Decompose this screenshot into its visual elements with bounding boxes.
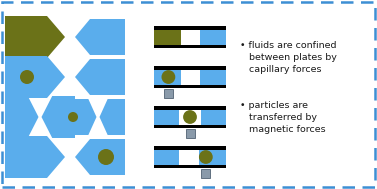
Polygon shape: [75, 59, 125, 95]
Bar: [154, 26, 226, 29]
FancyBboxPatch shape: [2, 2, 375, 187]
Polygon shape: [5, 96, 38, 138]
Text: • particles are
   transferred by
   magnetic forces: • particles are transferred by magnetic …: [240, 101, 326, 134]
Polygon shape: [41, 96, 75, 138]
Circle shape: [183, 110, 197, 124]
Circle shape: [20, 70, 34, 84]
Bar: [154, 109, 179, 125]
Bar: [201, 169, 210, 178]
Bar: [181, 70, 200, 84]
Circle shape: [161, 70, 175, 84]
Text: • fluids are confined
   between plates by
   capillary forces: • fluids are confined between plates by …: [240, 41, 337, 74]
Bar: [154, 44, 226, 48]
Bar: [154, 70, 181, 84]
Bar: [199, 149, 226, 164]
Bar: [154, 29, 181, 44]
Bar: [200, 29, 226, 44]
Circle shape: [199, 150, 213, 164]
Bar: [200, 70, 226, 84]
Bar: [154, 146, 226, 149]
Polygon shape: [5, 16, 65, 58]
Bar: [181, 29, 200, 44]
Bar: [179, 149, 199, 164]
Bar: [201, 109, 226, 125]
Bar: [179, 109, 201, 125]
Circle shape: [68, 112, 78, 122]
Bar: [154, 106, 226, 109]
Polygon shape: [5, 56, 65, 98]
Bar: [154, 149, 179, 164]
Circle shape: [98, 149, 114, 165]
Bar: [164, 89, 173, 98]
Polygon shape: [71, 99, 97, 135]
Bar: [154, 84, 226, 88]
Polygon shape: [5, 136, 65, 178]
Bar: [185, 129, 195, 138]
Polygon shape: [75, 19, 125, 55]
Bar: [154, 66, 226, 70]
Polygon shape: [100, 99, 125, 135]
Bar: [154, 125, 226, 128]
Polygon shape: [75, 139, 125, 175]
Bar: [154, 164, 226, 168]
